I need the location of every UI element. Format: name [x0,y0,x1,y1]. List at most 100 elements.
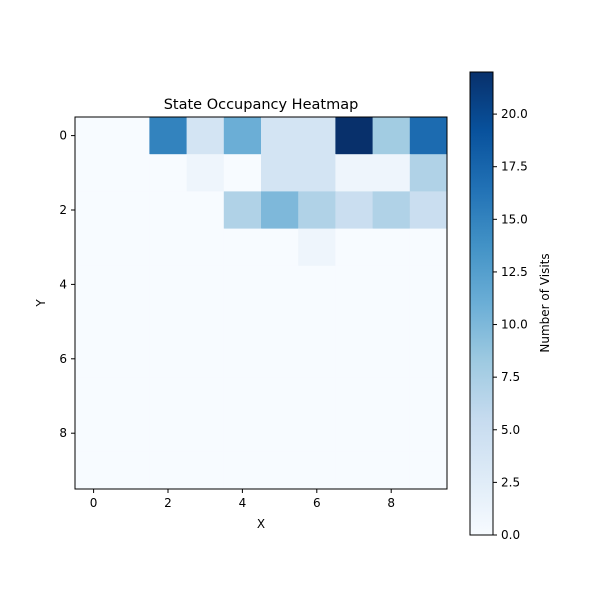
heatmap-cell [186,228,225,267]
heatmap-cell [372,228,411,267]
heatmap-cell [409,377,448,416]
heatmap-cell [261,265,299,304]
heatmap-cell [149,414,188,453]
heatmap-cell [335,414,374,453]
colorbar-tick-label: 5.0 [501,423,520,437]
heatmap-cell [409,303,448,341]
colorbar-tick-label: 2.5 [501,475,520,489]
heatmap-cell [149,451,188,490]
heatmap-cell [223,451,262,490]
heatmap-cell [75,377,113,416]
x-tick-label: 6 [313,496,321,510]
y-axis-label: Y [34,299,48,308]
heatmap-cell [335,303,374,341]
y-tick-label: 6 [59,352,67,366]
heatmap-cell [298,303,336,341]
heatmap-cell [149,191,188,230]
heatmap-cell [149,228,188,267]
heatmap-cell [149,303,188,341]
colorbar-tick-label: 7.5 [501,370,520,384]
heatmap-cell [112,265,150,304]
heatmap-cell [409,228,448,267]
heatmap-cell [186,377,225,416]
heatmap-cell [298,414,336,453]
heatmap-cell [112,303,150,341]
heatmap-cell [409,265,448,304]
heatmap-cell [186,451,225,490]
heatmap-cell [298,191,336,230]
heatmap-cell [335,265,374,304]
heatmap-cells [75,117,448,490]
colorbar-label: Number of Visits [538,253,552,352]
colorbar-tick-label: 10.0 [501,318,528,332]
heatmap-cell [335,228,374,267]
x-tick-label: 0 [90,496,98,510]
heatmap-cell [409,154,448,192]
colorbar [469,71,494,536]
heatmap-cell [112,191,150,230]
heatmap-cell [75,191,113,230]
heatmap-cell [261,377,299,416]
heatmap-cell [409,117,448,155]
heatmap-cell [112,154,150,192]
heatmap-cell [149,154,188,192]
heatmap-cell [223,414,262,453]
y-tick-label: 4 [59,277,67,291]
colorbar-tick-label: 12.5 [501,265,528,279]
colorbar-tick-label: 17.5 [501,160,528,174]
heatmap-cell [372,340,411,378]
colorbar-tick-label: 0.0 [501,528,520,542]
heatmap-cell [75,303,113,341]
heatmap-cell [298,117,336,155]
heatmap-cell [112,340,150,378]
y-axis-ticks: 0 2 4 6 8 [59,129,75,440]
heatmap-cell [223,377,262,416]
heatmap-cell [372,154,411,192]
heatmap-cell [298,377,336,416]
heatmap-cell [112,117,150,155]
heatmap-cell [335,451,374,490]
plot-frame [74,116,448,490]
heatmap-cell [261,228,299,267]
heatmap-cell [223,191,262,230]
heatmap-cell [223,154,262,192]
x-tick-label: 2 [164,496,172,510]
heatmap-cell [75,117,113,155]
heatmap-cell [223,340,262,378]
heatmap-cell [409,340,448,378]
x-tick-label: 8 [387,496,395,510]
y-tick-label: 2 [59,203,67,217]
heatmap-cell [372,451,411,490]
heatmap-cell [261,451,299,490]
heatmap-cell [372,303,411,341]
heatmap-cell [335,191,374,230]
heatmap-cell [298,451,336,490]
heatmap-cell [149,265,188,304]
heatmap-cell [372,117,411,155]
heatmap-cell [372,191,411,230]
heatmap-cell [149,377,188,416]
heatmap-cell [223,303,262,341]
heatmap-cell [112,377,150,416]
heatmap-cell [223,228,262,267]
heatmap-cell [298,154,336,192]
heatmap-cell [186,191,225,230]
heatmap-cell [335,377,374,416]
heatmap-cell [112,414,150,453]
heatmap-cell [223,117,262,155]
heatmap-cell [298,228,336,267]
heatmap-cell [75,340,113,378]
heatmap-cell [75,414,113,453]
heatmap-cell [186,303,225,341]
x-axis-label: X [257,517,265,531]
heatmap-cell [261,117,299,155]
heatmap-cell [261,340,299,378]
heatmap-cell [372,414,411,453]
heatmap-cell [409,414,448,453]
heatmap-cell [372,265,411,304]
heatmap-cell [261,154,299,192]
heatmap-cell [186,414,225,453]
heatmap-cell [186,265,225,304]
heatmap-cell [335,340,374,378]
